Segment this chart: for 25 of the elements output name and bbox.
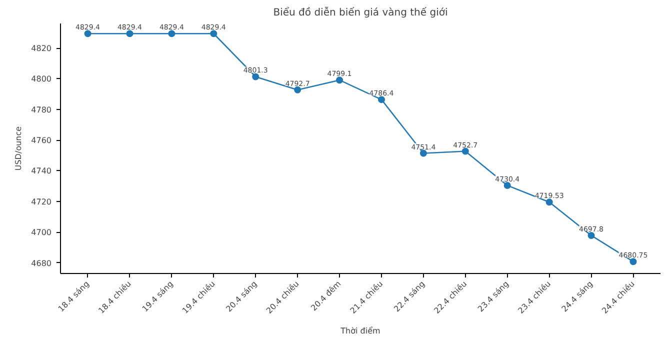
y-tick-label: 4680 xyxy=(31,258,52,268)
point xyxy=(630,258,637,266)
point xyxy=(504,182,511,189)
y-tick-label: 4820 xyxy=(31,44,52,54)
point xyxy=(126,30,134,38)
point xyxy=(546,198,553,206)
point xyxy=(420,150,427,157)
y-tick-label: 4700 xyxy=(31,228,52,238)
x-axis-title: Thời điểm xyxy=(340,326,381,336)
point xyxy=(378,96,385,104)
chart-title: Biểu đồ diễn biến giá vàng thế giới xyxy=(273,6,448,18)
y-tick-label: 4720 xyxy=(31,197,52,206)
y-tick-label: 4760 xyxy=(31,136,52,146)
point xyxy=(462,148,469,155)
point xyxy=(168,30,176,38)
point xyxy=(210,30,218,38)
point xyxy=(84,30,92,38)
y-axis-title: USD/ounce xyxy=(14,126,24,171)
point xyxy=(294,86,302,94)
y-tick-label: 4800 xyxy=(31,74,52,84)
point xyxy=(336,76,344,84)
y-tick-label: 4780 xyxy=(31,105,52,114)
point xyxy=(588,232,595,239)
point xyxy=(252,73,260,80)
y-tick-label: 4740 xyxy=(31,166,52,176)
